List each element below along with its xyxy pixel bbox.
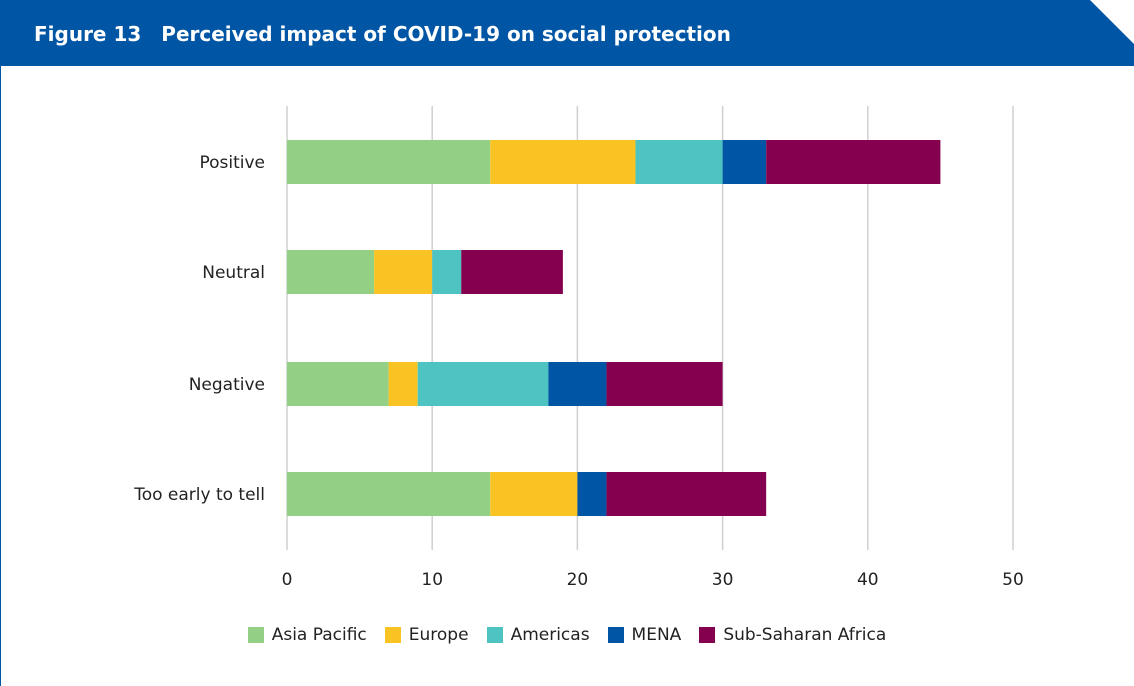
x-tick-label: 0 [282, 570, 293, 590]
legend-swatch [384, 627, 401, 643]
legend-label: Europe [408, 625, 469, 645]
bar-neutral-asia-pacific [287, 250, 375, 294]
legend-item: Americas [486, 625, 590, 645]
legend-item: Asia Pacific [247, 625, 367, 645]
legend-label: Sub-Saharan Africa [723, 625, 887, 645]
bar-positive-americas [635, 140, 723, 184]
figure-label: Figure 13 [34, 22, 142, 46]
x-tick-label: 30 [712, 570, 734, 590]
legend-swatch [486, 627, 503, 643]
bar-too-early-to-tell-sub-saharan-africa [606, 472, 767, 516]
bar-negative-mena [548, 362, 607, 406]
bar-neutral-sub-saharan-africa [461, 250, 563, 294]
x-tick-label: 10 [421, 570, 443, 590]
legend-item: Europe [384, 625, 469, 645]
bar-too-early-to-tell-asia-pacific [287, 472, 491, 516]
banner-shape [0, 0, 1134, 66]
frame-left-border [0, 66, 1, 686]
category-label: Neutral [202, 263, 265, 283]
bar-positive-asia-pacific [287, 140, 491, 184]
bar-too-early-to-tell-europe [490, 472, 578, 516]
legend-swatch [607, 627, 624, 643]
legend-item: Sub-Saharan Africa [699, 625, 886, 645]
legend-swatch [247, 627, 264, 643]
x-tick-label: 20 [567, 570, 589, 590]
figure-title: Perceived impact of COVID-19 on social p… [161, 22, 731, 46]
bar-too-early-to-tell-mena [577, 472, 607, 516]
legend-label: Asia Pacific [271, 625, 367, 645]
bar-neutral-americas [432, 250, 462, 294]
bar-neutral-europe [374, 250, 433, 294]
bar-negative-sub-saharan-africa [606, 362, 723, 406]
category-label: Positive [199, 153, 265, 173]
chart-legend: Asia Pacific Europe Americas MENA Sub-Sahara… [0, 620, 1134, 650]
legend-label: MENA [631, 625, 682, 645]
figure-heading: Figure 13 Perceived impact of COVID-19 on… [34, 0, 731, 66]
legend-item: MENA [607, 625, 682, 645]
bar-positive-mena [722, 140, 767, 184]
x-tick-label: 40 [857, 570, 879, 590]
bar-positive-europe [490, 140, 636, 184]
legend-label: Americas [510, 625, 590, 645]
bar-negative-americas [417, 362, 549, 406]
bar-negative-asia-pacific [287, 362, 389, 406]
bar-negative-europe [388, 362, 418, 406]
bar-chart: Positive Neutral Negative Too early to tell… [133, 106, 1024, 590]
category-label: Negative [189, 375, 265, 395]
x-tick-label: 50 [1002, 570, 1024, 590]
figure-banner: Figure 13 Perceived impact of COVID-19 on… [0, 0, 1134, 66]
legend-swatch [699, 627, 716, 643]
category-label: Too early to tell [133, 485, 265, 505]
bar-positive-sub-saharan-africa [766, 140, 941, 184]
